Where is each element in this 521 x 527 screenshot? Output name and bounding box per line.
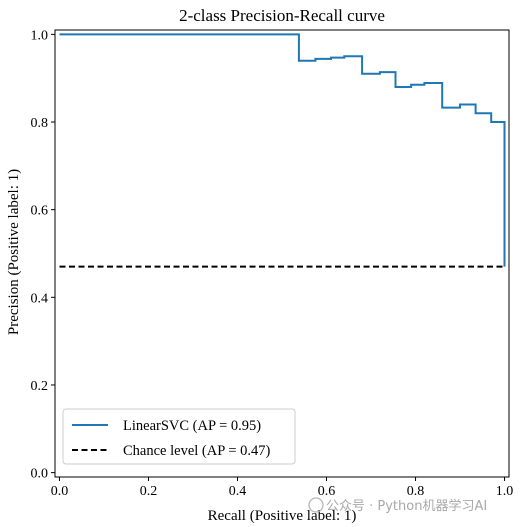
y-tick-label: 0.0 — [31, 467, 49, 482]
legend-label-linearsvc: LinearSVC (AP = 0.95) — [123, 418, 261, 434]
y-tick-label: 0.6 — [31, 204, 49, 219]
x-tick-label: 0.2 — [140, 484, 158, 499]
x-axis-label: Recall (Positive label: 1) — [208, 508, 357, 524]
series-line-linearsvc — [59, 33, 506, 267]
x-tick-label: 1.0 — [496, 484, 514, 499]
y-axis-ticks: 0.0 0.2 0.4 0.6 0.8 1.0 — [31, 28, 55, 482]
legend-box — [62, 408, 296, 465]
legend[interactable]: LinearSVC (AP = 0.95) Chance level (AP =… — [62, 408, 296, 465]
watermark: 公众号 · Python机器学习AI — [308, 497, 487, 514]
chart-title: 2-class Precision-Recall curve — [179, 6, 385, 25]
legend-label-chance-level: Chance level (AP = 0.47) — [123, 443, 271, 459]
y-tick-label: 0.4 — [31, 291, 49, 306]
x-tick-label: 0.0 — [51, 484, 69, 499]
y-tick-label: 1.0 — [31, 28, 49, 43]
x-tick-label: 0.4 — [229, 484, 247, 499]
y-tick-label: 0.8 — [31, 116, 49, 131]
x-axis-ticks: 0.0 0.2 0.4 0.6 0.8 1.0 — [51, 477, 514, 499]
x-tick-label: 0.8 — [407, 484, 425, 499]
y-tick-label: 0.2 — [31, 379, 49, 394]
watermark-wechat-icon — [308, 497, 324, 513]
x-tick-label: 0.6 — [318, 484, 336, 499]
y-axis-label: Precision (Positive label: 1) — [6, 169, 22, 335]
watermark-text: 公众号 · Python机器学习AI — [326, 498, 487, 514]
series-layer — [59, 33, 506, 268]
plot-area — [54, 29, 510, 478]
